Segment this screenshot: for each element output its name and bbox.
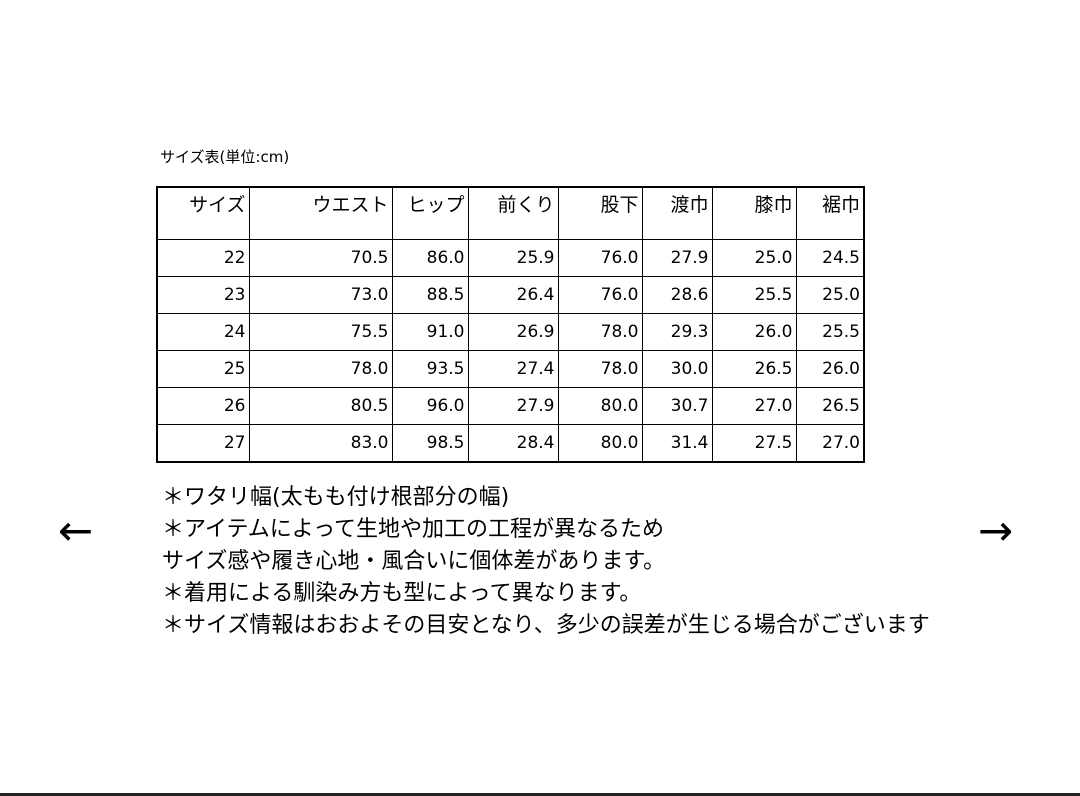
table-cell: 25 <box>156 350 250 388</box>
table-cell: 30.0 <box>641 350 713 388</box>
column-header: 股下 <box>557 186 643 240</box>
table-cell: 88.5 <box>391 276 469 314</box>
table-cell: 80.0 <box>557 387 643 425</box>
table-cell: 26.4 <box>467 276 559 314</box>
column-header: 渡巾 <box>641 186 713 240</box>
column-header: ヒップ <box>391 186 469 240</box>
table-cell: 78.0 <box>557 350 643 388</box>
table-cell: 26.9 <box>467 313 559 351</box>
note-line: サイズ感や履き心地・風合いに個体差があります。 <box>162 549 666 574</box>
column-header: 裾巾 <box>795 186 865 240</box>
table-row: 26 80.5 96.0 27.9 80.0 30.7 27.0 26.5 <box>156 387 865 425</box>
table-cell: 76.0 <box>557 276 643 314</box>
arrow-right-icon[interactable]: → <box>978 506 1014 555</box>
table-cell: 24 <box>156 313 250 351</box>
table-cell: 23 <box>156 276 250 314</box>
table-cell: 27 <box>156 424 250 463</box>
table-cell: 26.0 <box>795 350 865 388</box>
table-cell: 25.5 <box>711 276 797 314</box>
column-header: サイズ <box>156 186 250 240</box>
table-cell: 73.0 <box>248 276 393 314</box>
table-cell: 26.5 <box>795 387 865 425</box>
table-row: 22 70.5 86.0 25.9 76.0 27.9 25.0 24.5 <box>156 239 865 277</box>
table-cell: 28.4 <box>467 424 559 463</box>
table-cell: 25.9 <box>467 239 559 277</box>
table-cell: 93.5 <box>391 350 469 388</box>
bottom-divider <box>0 793 1080 796</box>
size-table-caption: サイズ表(単位:cm) <box>160 148 290 166</box>
table-cell: 76.0 <box>557 239 643 277</box>
table-cell: 75.5 <box>248 313 393 351</box>
table-cell: 27.9 <box>467 387 559 425</box>
table-cell: 26.5 <box>711 350 797 388</box>
table-cell: 27.5 <box>711 424 797 463</box>
size-table: サイズ ウエスト ヒップ 前くり 股下 渡巾 膝巾 裾巾 22 70.5 86.0 25.9 76.0… <box>156 186 865 463</box>
arrow-left-icon[interactable]: ← <box>58 506 94 555</box>
table-cell: 91.0 <box>391 313 469 351</box>
table-cell: 78.0 <box>557 313 643 351</box>
note-line: ＊着用による馴染み方も型によって異なります。 <box>162 581 642 606</box>
table-cell: 27.4 <box>467 350 559 388</box>
table-header-row: サイズ ウエスト ヒップ 前くり 股下 渡巾 膝巾 裾巾 <box>156 186 865 240</box>
table-cell: 78.0 <box>248 350 393 388</box>
table-row: 25 78.0 93.5 27.4 78.0 30.0 26.5 26.0 <box>156 350 865 388</box>
note-line: ＊ワタリ幅(太もも付け根部分の幅) <box>162 485 510 510</box>
table-cell: 27.0 <box>711 387 797 425</box>
table-cell: 26.0 <box>711 313 797 351</box>
table-cell: 80.0 <box>557 424 643 463</box>
table-row: 24 75.5 91.0 26.9 78.0 29.3 26.0 25.5 <box>156 313 865 351</box>
note-line: ＊サイズ情報はおおよその目安となり、多少の誤差が生じる場合がございます <box>162 613 930 638</box>
table-cell: 28.6 <box>641 276 713 314</box>
table-cell: 29.3 <box>641 313 713 351</box>
table-cell: 98.5 <box>391 424 469 463</box>
table-cell: 83.0 <box>248 424 393 463</box>
table-cell: 27.0 <box>795 424 865 463</box>
notes: ＊ワタリ幅(太もも付け根部分の幅) ＊アイテムによって生地や加工の工程が異なるた… <box>162 482 930 642</box>
table-cell: 24.5 <box>795 239 865 277</box>
table-cell: 96.0 <box>391 387 469 425</box>
table-cell: 30.7 <box>641 387 713 425</box>
note-line: ＊アイテムによって生地や加工の工程が異なるため <box>162 517 665 542</box>
table-cell: 25.5 <box>795 313 865 351</box>
column-header: 膝巾 <box>711 186 797 240</box>
table-cell: 86.0 <box>391 239 469 277</box>
table-cell: 25.0 <box>711 239 797 277</box>
table-cell: 70.5 <box>248 239 393 277</box>
table-row: 23 73.0 88.5 26.4 76.0 28.6 25.5 25.0 <box>156 276 865 314</box>
table-cell: 25.0 <box>795 276 865 314</box>
column-header: ウエスト <box>248 186 393 240</box>
table-cell: 80.5 <box>248 387 393 425</box>
table-row: 27 83.0 98.5 28.4 80.0 31.4 27.5 27.0 <box>156 424 865 463</box>
table-cell: 22 <box>156 239 250 277</box>
table-cell: 27.9 <box>641 239 713 277</box>
table-cell: 31.4 <box>641 424 713 463</box>
column-header: 前くり <box>467 186 559 240</box>
table-cell: 26 <box>156 387 250 425</box>
